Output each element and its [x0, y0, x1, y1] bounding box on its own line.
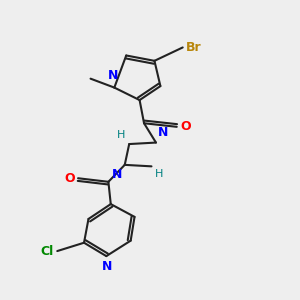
Text: N: N: [158, 126, 168, 139]
Text: N: N: [111, 168, 122, 181]
Text: Cl: Cl: [40, 244, 54, 258]
Text: Br: Br: [186, 41, 202, 54]
Text: H: H: [117, 130, 126, 140]
Text: H: H: [155, 169, 164, 179]
Text: N: N: [108, 69, 118, 82]
Text: N: N: [102, 260, 112, 273]
Text: O: O: [180, 120, 191, 133]
Text: O: O: [64, 172, 74, 185]
